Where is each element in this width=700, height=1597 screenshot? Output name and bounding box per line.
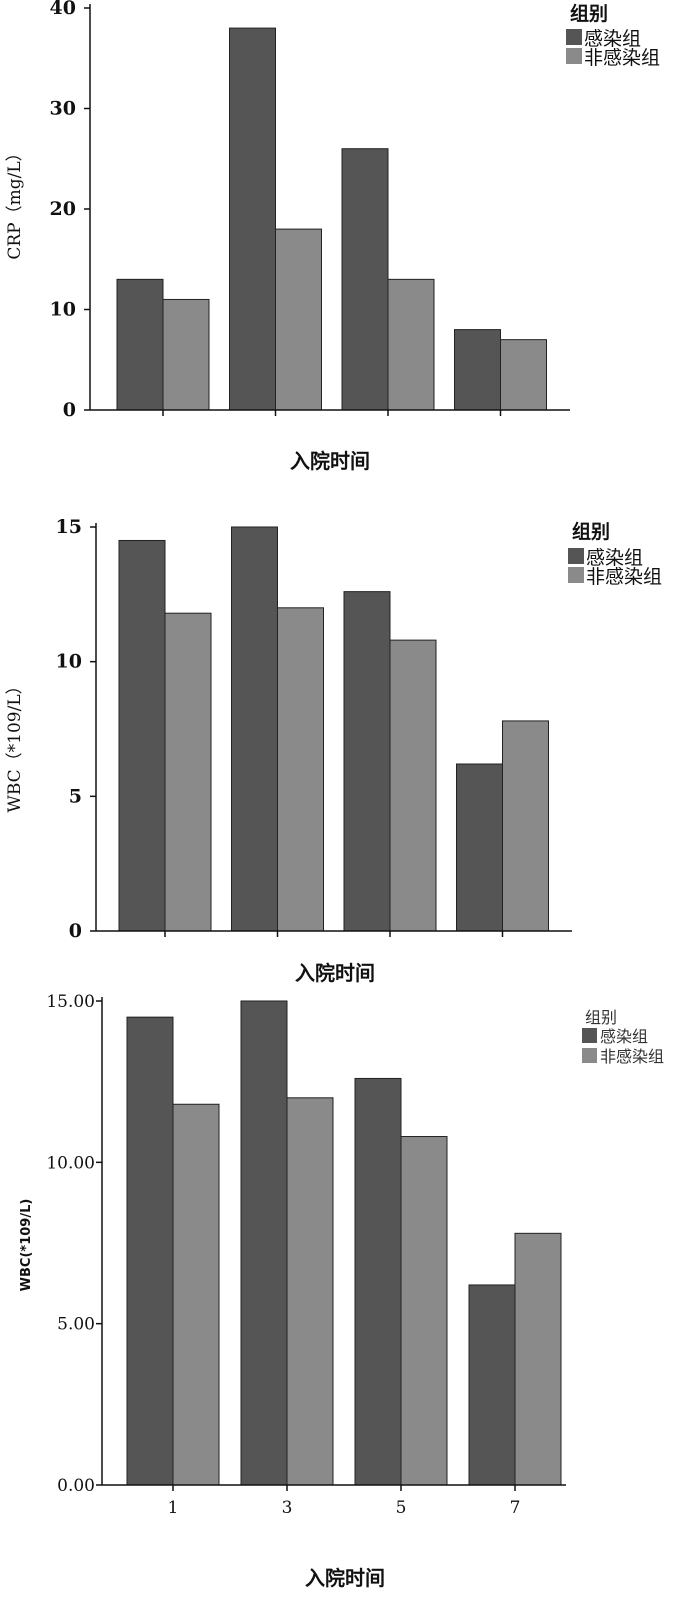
bar-noninfected-4 <box>500 339 547 411</box>
bar-infected-4 <box>456 763 503 932</box>
wbc-bar-chart: WBC（*109/L） 入院时间 组别 感染组 非感染组 0 5 10 15 <box>5 516 662 985</box>
bar-infected-3 <box>341 148 389 411</box>
y-tick-label: 15 <box>56 516 82 538</box>
y-tick-label: 0.00 <box>57 1476 95 1496</box>
x-tick-label: 7 <box>510 1498 521 1518</box>
y-axis-label: CRP（mg/L） <box>5 144 25 259</box>
y-tick-label: 10.00 <box>46 1153 95 1173</box>
bar-infected-4 <box>468 1284 516 1486</box>
y-tick-label: 5 <box>69 785 82 807</box>
bar-noninfected-1 <box>162 298 210 411</box>
legend-swatch-infected <box>566 29 582 45</box>
bar-noninfected-4 <box>514 1232 562 1486</box>
y-tick-label: 20 <box>50 198 76 220</box>
bar-infected-4 <box>454 329 501 411</box>
bar-noninfected-3 <box>387 278 435 411</box>
bar-noninfected-2 <box>286 1097 334 1486</box>
legend-swatch-noninfected <box>582 1048 597 1063</box>
bar-infected-3 <box>343 591 391 932</box>
y-tick-label: 10 <box>56 651 82 673</box>
bar-noninfected-1 <box>164 612 212 932</box>
y-tick-label: 40 <box>50 0 76 19</box>
y-tick-label: 10 <box>50 299 76 321</box>
legend-label-infected: 感染组 <box>600 1027 648 1046</box>
bar-infected-1 <box>116 278 164 411</box>
legend-swatch-noninfected <box>566 48 582 64</box>
bar-noninfected-3 <box>389 639 437 932</box>
bar-infected-2 <box>229 27 276 411</box>
x-axis-label: 入院时间 <box>305 1566 385 1590</box>
x-tick-label: 1 <box>168 1498 179 1518</box>
bar-noninfected-4 <box>502 720 549 932</box>
bar-infected-1 <box>118 539 166 932</box>
y-axis-label: WBC(*109/L) <box>19 1199 34 1292</box>
legend-swatch-noninfected <box>568 567 584 583</box>
legend-label-noninfected: 非感染组 <box>586 566 662 588</box>
x-axis-label: 入院时间 <box>290 449 370 473</box>
bar-noninfected-1 <box>172 1103 220 1486</box>
legend-label-noninfected: 非感染组 <box>600 1047 664 1066</box>
y-tick-label: 15.00 <box>46 992 95 1012</box>
bar-infected-2 <box>240 1000 288 1486</box>
bar-noninfected-3 <box>400 1136 448 1486</box>
legend-label-noninfected: 非感染组 <box>584 47 660 69</box>
x-tick-label: 3 <box>282 1498 293 1518</box>
x-axis-label: 入院时间 <box>295 961 375 985</box>
legend-swatch-infected <box>568 548 584 564</box>
bar-infected-3 <box>354 1077 402 1486</box>
legend-title: 组别 <box>585 1008 617 1027</box>
bar-infected-2 <box>231 526 278 932</box>
x-tick-label: 5 <box>396 1498 407 1518</box>
y-tick-label: 30 <box>50 98 76 120</box>
legend-label-infected: 感染组 <box>584 28 641 50</box>
crp-bar-chart: CRP（mg/L） 入院时间 组别 感染组 非感染组 0 10 20 30 40 <box>5 0 660 473</box>
legend-label-infected: 感染组 <box>586 547 643 569</box>
y-tick-label: 0 <box>69 920 82 942</box>
y-tick-label: 5.00 <box>57 1315 95 1335</box>
wbc-bar-chart-numbered: WBC(*109/L) 入院时间 组别 感染组 非感染组 1 3 5 7 0.00 5.0… <box>19 992 664 1590</box>
legend-title: 组别 <box>570 2 608 25</box>
bar-infected-1 <box>126 1016 174 1486</box>
bar-noninfected-2 <box>277 607 324 932</box>
legend-swatch-infected <box>582 1028 597 1043</box>
y-tick-label: 0 <box>63 399 76 421</box>
legend-title: 组别 <box>572 520 610 543</box>
y-axis-label: WBC（*109/L） <box>5 677 25 812</box>
bar-noninfected-2 <box>275 228 322 411</box>
